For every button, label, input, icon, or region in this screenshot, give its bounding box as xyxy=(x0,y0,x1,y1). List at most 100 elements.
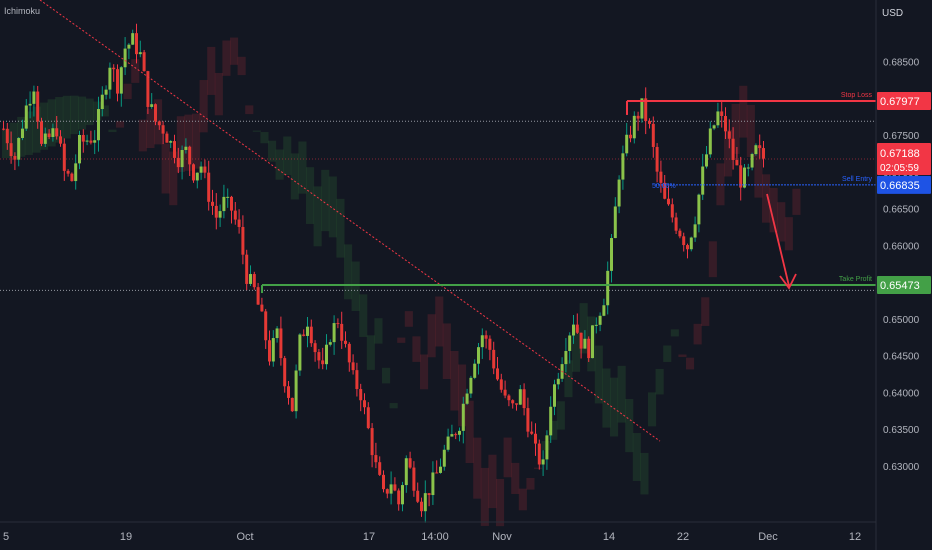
cloud-segment xyxy=(275,149,284,180)
candle-body xyxy=(640,98,644,119)
candle-body xyxy=(572,324,575,336)
cloud-segment xyxy=(138,119,147,152)
candle-body xyxy=(564,350,568,365)
candle-body xyxy=(2,128,5,130)
trendline[interactable] xyxy=(39,0,661,442)
cloud-segment xyxy=(123,83,132,99)
cloud-segment xyxy=(518,488,527,511)
x-tick-label: 12 xyxy=(849,531,861,543)
candle-body xyxy=(556,378,560,385)
candle-body xyxy=(218,211,222,218)
candle-body xyxy=(104,89,108,95)
cloud-segment xyxy=(480,467,489,526)
y-tick-label: 0.68500 xyxy=(883,57,920,68)
candle-body xyxy=(154,104,157,122)
candle-body xyxy=(488,338,492,350)
cloud-segment xyxy=(412,336,421,362)
candle-body xyxy=(743,167,746,188)
cloud-segment xyxy=(389,403,398,409)
candle-body xyxy=(644,98,648,122)
cloud-segment xyxy=(708,241,717,278)
cloud-segment xyxy=(777,202,786,242)
cloud-segment xyxy=(192,113,201,169)
candle-body xyxy=(47,133,51,137)
candle-body xyxy=(199,166,203,173)
stop-loss-price-tag: 0.67977 xyxy=(880,96,920,108)
sell-entry-price-tag: 0.66835 xyxy=(880,180,920,192)
candle-body xyxy=(336,323,340,325)
candle-body xyxy=(24,105,28,129)
candle-body xyxy=(754,145,758,155)
cloud-segment xyxy=(222,40,231,76)
cloud-segment xyxy=(70,95,79,135)
candle-body xyxy=(526,408,530,432)
cloud-segment xyxy=(716,163,725,206)
candle-body xyxy=(169,141,173,143)
candle-body xyxy=(340,323,344,341)
candle-body xyxy=(480,335,484,348)
cloud-segment xyxy=(100,105,109,117)
candle-body xyxy=(355,370,359,390)
currency-label: USD xyxy=(882,8,903,19)
candle-body xyxy=(758,145,762,149)
candle-body xyxy=(62,143,66,171)
candle-body xyxy=(648,121,651,124)
x-tick-label: 5 xyxy=(3,531,9,543)
candle-body xyxy=(594,324,598,326)
candle-body xyxy=(682,236,686,246)
cloud-segment xyxy=(108,129,117,133)
candle-body xyxy=(739,165,743,188)
candle-body xyxy=(313,343,317,353)
cloud-segment xyxy=(230,37,239,65)
cloud-segment xyxy=(663,345,672,362)
candle-body xyxy=(108,67,112,90)
candle-body xyxy=(724,116,727,132)
x-tick-label: 19 xyxy=(120,531,132,543)
indicator-label: Ichimoku xyxy=(4,6,40,16)
cloud-segment xyxy=(442,323,451,380)
candle-body xyxy=(378,462,382,475)
cloud-segment xyxy=(693,323,702,345)
candle-body xyxy=(188,146,192,165)
cloud-segment xyxy=(701,297,710,326)
candle-body xyxy=(275,328,279,339)
y-tick-label: 0.67500 xyxy=(883,131,920,142)
candle-body xyxy=(720,111,724,117)
candle-body xyxy=(617,179,621,207)
cloud-segment xyxy=(9,122,18,158)
take-profit-price-tag-bg xyxy=(877,276,931,295)
candle-body xyxy=(515,403,518,405)
x-tick-label: 14 xyxy=(603,531,615,543)
price-tags: 0.67977 0.67188 02:05:59 0.66835 0.65473 xyxy=(877,91,931,295)
candle-body xyxy=(211,201,214,206)
candle-body xyxy=(317,352,321,361)
x-tick-label: 17 xyxy=(363,531,375,543)
y-tick-label: 0.64000 xyxy=(883,388,920,399)
candle-body xyxy=(256,287,260,305)
current-price-tag-timer: 02:05:59 xyxy=(880,163,919,174)
candle-body xyxy=(499,379,503,390)
candle-body xyxy=(762,148,765,159)
candle-body xyxy=(176,157,180,168)
y-tick-label: 0.66500 xyxy=(883,205,920,216)
current-price-tag: 0.67188 xyxy=(880,148,920,160)
cloud-segment xyxy=(85,98,94,126)
candle-body xyxy=(518,389,522,405)
cloud-segment xyxy=(283,136,292,176)
candle-body xyxy=(507,395,511,401)
cloud-segment xyxy=(769,187,778,233)
candle-body xyxy=(85,140,89,142)
candle-body xyxy=(439,466,442,473)
cloud-segment xyxy=(792,188,801,215)
y-tick-label: 0.64500 xyxy=(883,352,920,363)
cloud-segment xyxy=(724,129,733,177)
candle-body xyxy=(325,344,328,365)
cloud-segment xyxy=(473,437,482,499)
candle-body xyxy=(233,210,237,220)
candle-body xyxy=(621,153,625,180)
candle-body xyxy=(534,433,537,444)
cloud-segment xyxy=(116,121,125,128)
cloud-segment xyxy=(496,478,505,527)
cloud-segment xyxy=(655,368,664,395)
